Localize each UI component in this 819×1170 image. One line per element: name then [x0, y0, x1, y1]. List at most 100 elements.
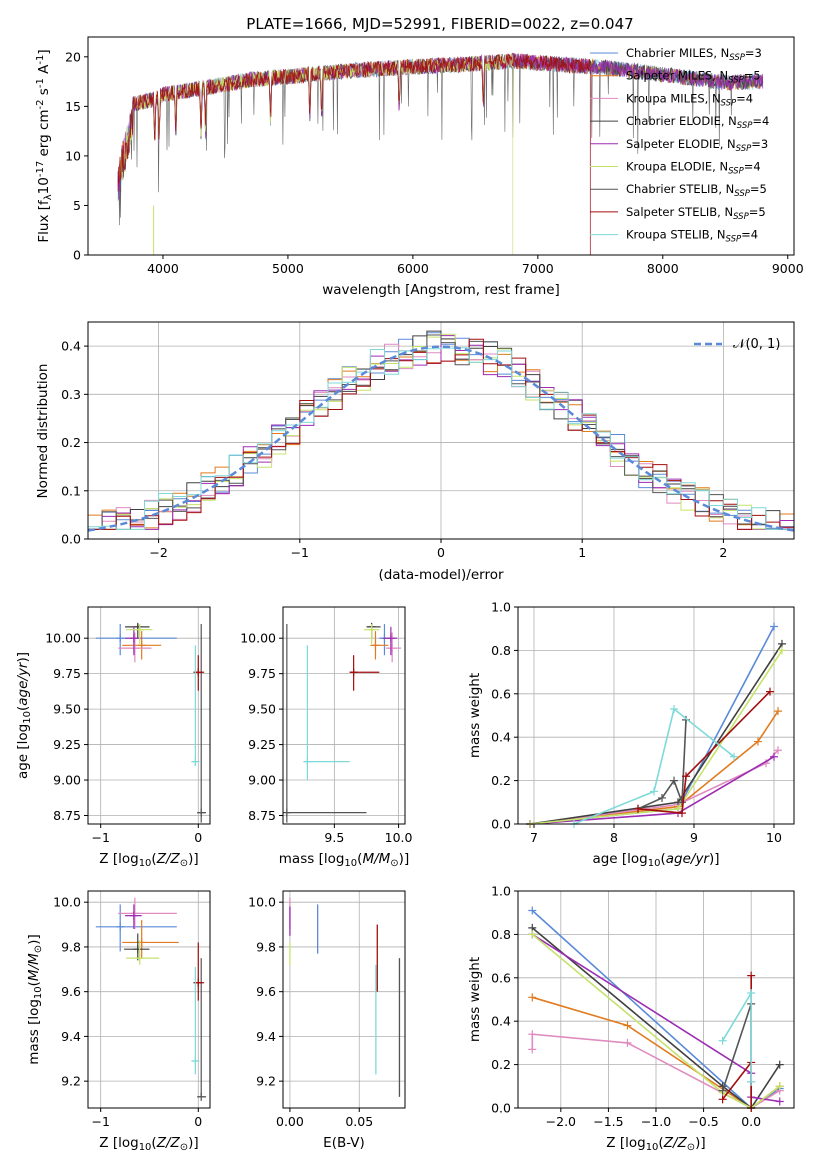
mass-weight-vs-Z-ytick-label: 0.0 — [491, 1101, 511, 1116]
mass-weight-vs-Z-marker — [718, 1086, 727, 1095]
mass-weight-vs-Z-xtick-label: −1.0 — [641, 1114, 671, 1129]
mass-weight-vs-age-marker — [730, 752, 738, 761]
mass-vs-Z-ytick-label: 9.6 — [61, 984, 81, 999]
age-vs-mass-point — [303, 757, 312, 766]
mass-weight-vs-Z-ytick-label: 0.4 — [491, 1014, 511, 1029]
mass-weight-vs-age-marker — [770, 622, 778, 631]
mass-weight-vs-Z-marker — [528, 906, 537, 915]
age-vs-mass-point — [282, 808, 291, 817]
mass-vs-Z-point — [116, 922, 125, 931]
mass-weight-vs-Z-marker — [775, 1082, 784, 1091]
residuals-y-label: Normed distribution — [35, 364, 51, 499]
spectrum-y-label: Flux [fλ10-17 erg cm-2 s-1 A-1] — [35, 49, 54, 242]
mass-vs-Z-ytick-label: 9.4 — [61, 1029, 81, 1044]
spectrum-xtick-label: 4000 — [147, 261, 179, 276]
age-vs-Z-point — [130, 644, 139, 653]
age-vs-mass-panel: 9.5 10.0 8.75 9.00 9.25 9.50 9.75 10.00 mass [lo… — [240, 606, 413, 869]
age-vs-mass-xtick-label: 10.0 — [385, 830, 413, 845]
legend-entry-label: Salpeter MILES, NSSP=5 — [626, 69, 761, 86]
age-vs-mass-x-label: mass [log10(M/M⊙)] — [279, 851, 409, 869]
mass-weight-vs-Z-xtick-label: 0.0 — [741, 1114, 761, 1129]
residuals-ytick-label: 0.0 — [61, 532, 81, 547]
mass-vs-ebv-ytick-label: 9.4 — [256, 1029, 276, 1044]
mass-vs-Z-point — [135, 954, 144, 963]
mass-weight-vs-age-marker — [634, 804, 642, 813]
residuals-xtick-label: 2 — [719, 545, 727, 560]
spectrum-title: PLATE=1666, MJD=52991, FIBERID=0022, z=0… — [246, 15, 633, 33]
spectrum-xtick-label: 6000 — [397, 261, 429, 276]
mass-weight-vs-age-marker — [674, 804, 682, 813]
spectrum-ytick-label: 10 — [65, 148, 81, 163]
mass-vs-Z-xtick-label: 0 — [194, 1114, 202, 1129]
legend-entry-label: Kroupa STELIB, NSSP=4 — [626, 228, 758, 245]
mass-weight-vs-Z-marker — [623, 1021, 632, 1030]
spectrum-ytick-label: 0 — [73, 248, 81, 263]
age-vs-mass-ytick-label: 10.00 — [240, 631, 276, 646]
residuals-legend: 𝒩(0, 1) — [694, 337, 780, 352]
age-vs-Z-point — [135, 625, 144, 634]
mass-weight-vs-age-ytick-label: 1.0 — [491, 600, 511, 615]
mass-vs-Z-ytick-label: 10.0 — [53, 895, 81, 910]
residuals-xtick-label: 1 — [578, 545, 586, 560]
mass-weight-vs-Z-marker — [528, 1045, 537, 1054]
mass-vs-Z-point — [133, 945, 142, 954]
residual-histogram — [88, 338, 794, 530]
age-vs-mass-ytick-label: 8.75 — [248, 808, 276, 823]
spectrum-series-line — [117, 53, 514, 255]
age-vs-Z-ytick-label: 8.75 — [53, 808, 81, 823]
age-vs-Z-y-label: age [log10(age/yr)] — [15, 652, 33, 779]
mass-weight-vs-age-series-line — [637, 691, 771, 814]
mass-vs-Z-frame — [87, 890, 211, 1109]
mass-weight-vs-age-xtick-label: 8 — [610, 830, 618, 845]
mass-weight-vs-age-series-line — [529, 749, 779, 825]
residuals-panel: −2 −1 0 1 2 0.0 0.1 0.2 0.3 0.4 (data-model)/erro… — [35, 321, 795, 583]
spectrum-axes-frame — [87, 36, 795, 256]
legend-entry-label: Salpeter ELODIE, NSSP=3 — [626, 137, 768, 154]
age-vs-Z-ytick-label: 9.00 — [53, 773, 81, 788]
legend-entry-label: Salpeter STELIB, NSSP=5 — [626, 205, 766, 222]
mass-vs-ebv-grid — [283, 891, 405, 1108]
mass-vs-Z-xtick-label: −1 — [91, 1114, 109, 1129]
residuals-x-label: (data-model)/error — [378, 567, 504, 583]
mass-weight-vs-age-series-line — [529, 756, 775, 825]
mass-weight-vs-age-marker — [766, 687, 774, 696]
age-vs-Z-ytick-label: 9.25 — [53, 737, 81, 752]
mass-weight-vs-Z-ytick-label: 0.2 — [491, 1057, 511, 1072]
mass-weight-vs-Z-grid — [518, 890, 794, 1109]
mass-weight-vs-age-frame — [517, 606, 795, 825]
mass-weight-vs-age-ytick-label: 0.0 — [491, 817, 511, 832]
mass-vs-Z-ytick-label: 9.2 — [61, 1074, 81, 1089]
mass-weight-vs-age-marker — [774, 746, 782, 755]
mass-weight-vs-Z-y-label: mass weight — [467, 957, 483, 1042]
mass-vs-Z-point — [129, 911, 138, 920]
mass-weight-vs-age-marker — [754, 737, 762, 746]
spectrum-xtick-label: 5000 — [272, 261, 304, 276]
residual-histogram — [88, 347, 794, 530]
mass-vs-Z-point — [191, 1057, 200, 1066]
mass-weight-vs-Z-marker — [623, 1038, 632, 1047]
age-vs-Z-ytick-label: 9.75 — [53, 666, 81, 681]
age-vs-Z-ytick-label: 9.50 — [53, 702, 81, 717]
age-vs-mass-frame — [282, 606, 406, 825]
mass-weight-vs-age-xtick-label: 9 — [690, 830, 698, 845]
age-vs-Z-point — [197, 808, 206, 817]
mass-vs-Z-panel: −1 0 9.2 9.4 9.6 9.8 10.0 Z [log10(Z/Z⊙)] mass [… — [26, 890, 211, 1153]
mass-weight-vs-Z-marker — [528, 930, 537, 939]
age-vs-Z-frame — [87, 606, 211, 825]
mass-vs-Z-point — [137, 938, 146, 947]
normal-curve — [87, 345, 795, 532]
residuals-xtick-label: −2 — [149, 545, 167, 560]
age-vs-mass-point — [386, 634, 395, 643]
residuals-ytick-label: 0.2 — [61, 435, 81, 450]
mass-weight-vs-age-marker — [670, 704, 678, 713]
mass-weight-vs-Z-xtick-label: −1.5 — [593, 1114, 623, 1129]
mass-weight-vs-Z-marker — [528, 1030, 537, 1039]
mass-vs-Z-ytick-label: 9.8 — [61, 939, 81, 954]
mass-weight-vs-age-marker — [778, 646, 786, 655]
residuals-xtick-label: −1 — [291, 545, 309, 560]
mass-weight-vs-age-marker — [670, 776, 678, 785]
residuals-ytick-label: 0.1 — [61, 483, 81, 498]
age-vs-Z-point — [191, 757, 200, 766]
mass-weight-vs-age-marker — [678, 809, 686, 818]
